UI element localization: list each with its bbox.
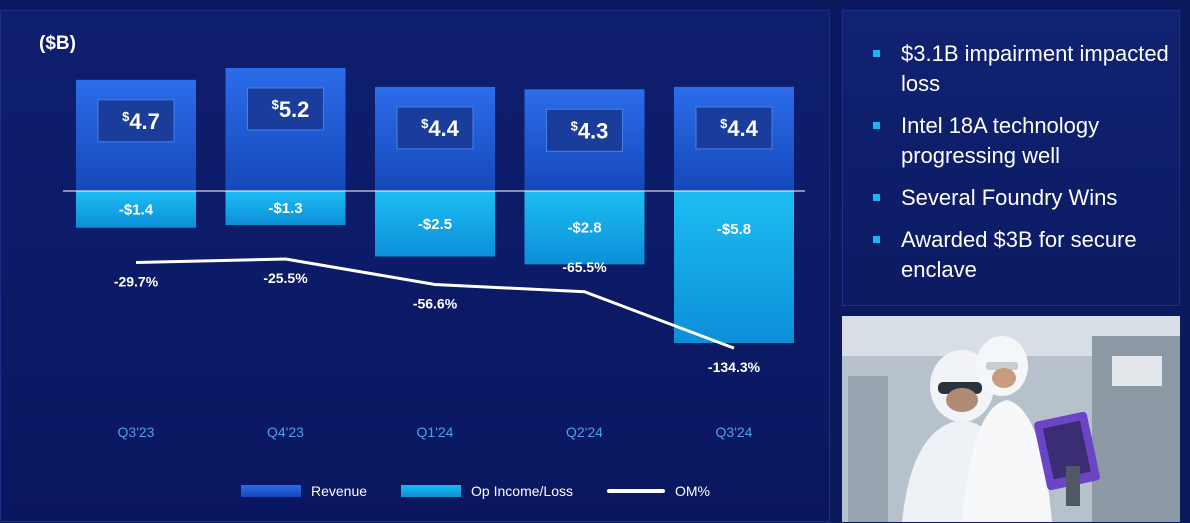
om-line bbox=[135, 257, 735, 350]
legend-item-revenue: Revenue bbox=[241, 483, 367, 499]
currency-symbol: $ bbox=[571, 118, 579, 133]
highlight-item: Awarded $3B for secure enclave bbox=[869, 225, 1179, 285]
op-income-bar bbox=[76, 191, 196, 228]
bullet-square-icon bbox=[873, 236, 880, 243]
x-tick-label: Q3'23 bbox=[118, 424, 155, 440]
revenue-data-label: $4.4 bbox=[720, 116, 759, 141]
legend-item-op-income: Op Income/Loss bbox=[401, 483, 573, 499]
bullet-square-icon bbox=[873, 194, 880, 201]
x-tick-label: Q2'24 bbox=[566, 424, 603, 440]
highlight-item: Several Foundry Wins bbox=[869, 183, 1179, 213]
revenue-data-label: $4.7 bbox=[122, 109, 160, 134]
highlight-item: $3.1B impairment impacted loss bbox=[869, 39, 1179, 99]
legend-label-om: OM% bbox=[674, 483, 710, 499]
op-income-data-label: -$2.5 bbox=[418, 216, 452, 233]
x-tick-label: Q4'23 bbox=[267, 424, 304, 440]
highlight-text: $3.1B impairment impacted loss bbox=[901, 41, 1169, 96]
op-income-bar bbox=[674, 191, 794, 343]
revenue-value: 4.4 bbox=[428, 116, 459, 141]
cleanroom-workers-photo bbox=[842, 316, 1180, 522]
bullet-square-icon bbox=[873, 50, 880, 57]
op-income-bar bbox=[524, 191, 645, 265]
revenue-data-label: $5.2 bbox=[272, 97, 310, 122]
currency-symbol: $ bbox=[272, 97, 280, 112]
highlight-text: Several Foundry Wins bbox=[901, 185, 1118, 210]
op-income-data-label: -$2.8 bbox=[567, 220, 601, 237]
revenue-label-box bbox=[247, 87, 324, 131]
highlights-panel: $3.1B impairment impacted loss Intel 18A… bbox=[842, 10, 1180, 306]
chart-panel: ($B) $4.7 -$1.4 Q3'23 $5.2 -$1.3 Q4'23 $4.4 -$2… bbox=[0, 10, 830, 522]
op-income-data-label: -$1.4 bbox=[119, 201, 154, 218]
revenue-label-box bbox=[97, 99, 175, 143]
highlight-text: Awarded $3B for secure enclave bbox=[901, 227, 1137, 282]
om-data-label: -56.6% bbox=[413, 295, 458, 311]
legend: Revenue Op Income/Loss OM% bbox=[241, 481, 744, 501]
currency-symbol: $ bbox=[720, 116, 728, 131]
revenue-data-label: $4.3 bbox=[571, 118, 609, 143]
currency-symbol: $ bbox=[122, 109, 130, 124]
highlight-text: Intel 18A technology progressing well bbox=[901, 113, 1100, 168]
op-income-bar bbox=[225, 191, 346, 226]
legend-label-op-income: Op Income/Loss bbox=[471, 483, 573, 499]
cleanroom-photo-illustration bbox=[842, 316, 1180, 522]
legend-item-om: OM% bbox=[606, 483, 710, 499]
op-income-data-label: -$5.8 bbox=[717, 221, 751, 238]
chart-svg: $4.7 -$1.4 Q3'23 $5.2 -$1.3 Q4'23 $4.4 -$2.5 Q1'… bbox=[63, 68, 805, 440]
om-data-label: -29.7% bbox=[114, 273, 159, 289]
om-data-label: -25.5% bbox=[263, 270, 308, 286]
legend-swatch-op-income bbox=[401, 485, 462, 497]
currency-symbol: $ bbox=[421, 116, 429, 131]
revenue-value: 4.3 bbox=[578, 118, 609, 143]
op-income-bar bbox=[375, 191, 495, 257]
highlights-list: $3.1B impairment impacted loss Intel 18A… bbox=[843, 11, 1179, 285]
legend-label-revenue: Revenue bbox=[311, 483, 368, 499]
om-data-label: -134.3% bbox=[708, 359, 761, 375]
revenue-label-box bbox=[546, 108, 623, 152]
revenue-data-label: $4.4 bbox=[421, 116, 460, 141]
revenue-label-box bbox=[695, 106, 773, 150]
om-data-label: -65.5% bbox=[562, 259, 607, 275]
revenue-value: 5.2 bbox=[279, 97, 310, 122]
unit-label: ($B) bbox=[39, 33, 76, 54]
revenue-value: 4.7 bbox=[129, 109, 160, 134]
x-tick-label: Q1'24 bbox=[417, 424, 454, 440]
legend-swatch-revenue bbox=[241, 485, 301, 497]
bullet-square-icon bbox=[873, 122, 880, 129]
x-tick-label: Q3'24 bbox=[716, 424, 753, 440]
legend-swatch-om bbox=[606, 489, 665, 493]
revenue-value: 4.4 bbox=[727, 116, 758, 141]
op-income-data-label: -$1.3 bbox=[268, 200, 302, 217]
highlight-item: Intel 18A technology progressing well bbox=[869, 111, 1179, 171]
revenue-label-box bbox=[396, 106, 474, 150]
